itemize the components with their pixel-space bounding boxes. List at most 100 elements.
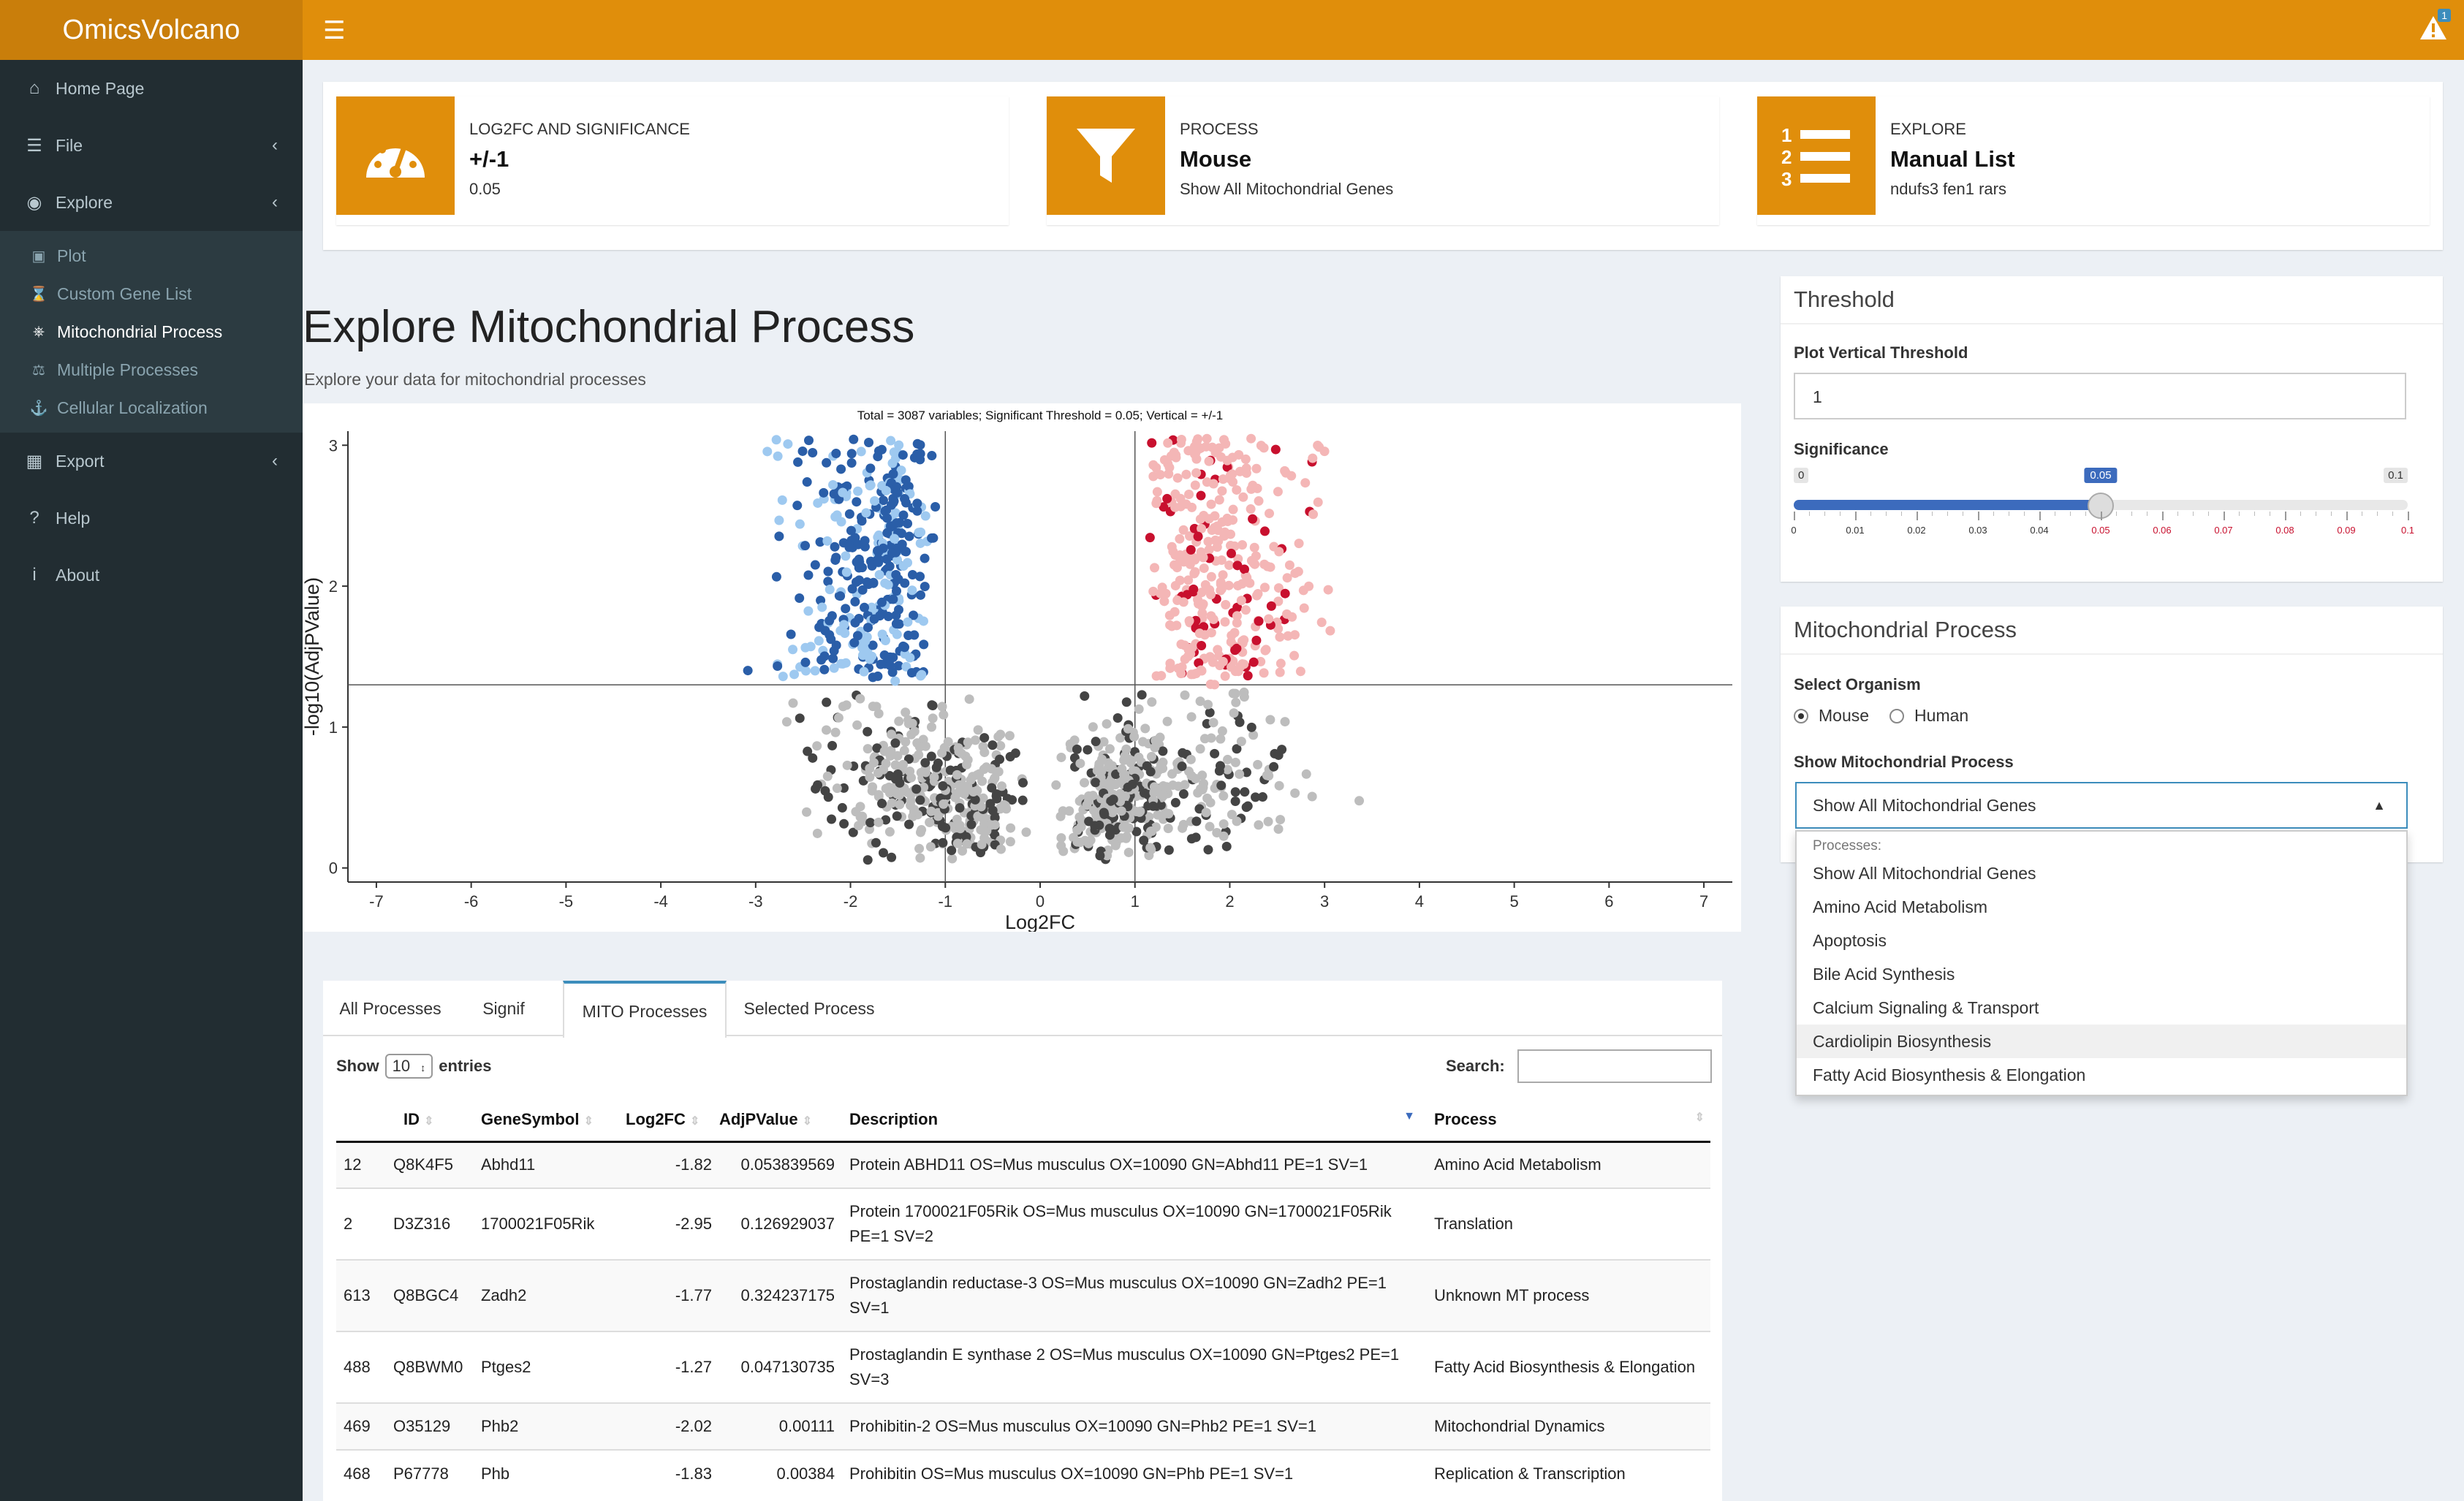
non-significant-point: [830, 727, 841, 737]
slider-tick-label: 0.08: [2275, 525, 2294, 536]
sidebar-item-custom-gene-list[interactable]: ⌛ Custom Gene List: [0, 275, 303, 313]
non-significant-point: [879, 848, 889, 858]
non-significant-point: [1159, 791, 1169, 801]
tab-signif[interactable]: Signif: [482, 999, 525, 1018]
downregulated-point: [903, 519, 913, 529]
process-dropdown[interactable]: Processes: Show All Mitochondrial Genes …: [1795, 830, 2408, 1096]
upregulated-point: [1202, 433, 1212, 444]
non-significant-point: [938, 837, 948, 848]
upregulated-point: [1259, 582, 1270, 593]
sidebar-item-plot[interactable]: ▣ Plot: [0, 237, 303, 275]
non-significant-point: [1108, 794, 1118, 805]
sidebar-item-about[interactable]: i About: [0, 547, 303, 604]
volcano-plot-svg[interactable]: Total = 3087 variables; Significant Thre…: [301, 403, 1741, 933]
non-significant-point: [1248, 730, 1259, 740]
dropdown-option[interactable]: Amino Acid Metabolism: [1813, 897, 1988, 916]
table-row[interactable]: 12 Q8K4F5 Abhd11 -1.82 0.053839569 Protein AB…: [336, 1141, 1710, 1188]
entries-select[interactable]: 10 ↕: [384, 1054, 433, 1079]
downregulated-point: [898, 561, 909, 571]
column-header-process[interactable]: Process ⇕: [1427, 1099, 1710, 1143]
upregulated-point: [1304, 581, 1314, 591]
non-significant-point: [996, 781, 1007, 791]
sidebar-item-home[interactable]: ⌂ Home Page: [0, 60, 303, 117]
dropdown-option[interactable]: Cardiolipin Biosynthesis: [1797, 1025, 2406, 1058]
column-header-description[interactable]: Description ▼: [842, 1099, 1427, 1143]
sidebar-item-mitochondrial-process[interactable]: ⎈ Mitochondrial Process: [0, 313, 303, 351]
non-significant-point: [1103, 762, 1113, 772]
tab-selected-process[interactable]: Selected Process: [743, 999, 875, 1018]
non-significant-point: [920, 758, 930, 768]
table-row[interactable]: 468 P67778 Phb -1.83 0.00384 Prohibitin OS=Mu…: [336, 1449, 1710, 1497]
downregulated-point: [903, 617, 913, 627]
dropdown-option[interactable]: Apoptosis: [1813, 931, 1887, 950]
sidebar-item-export[interactable]: ▦ Export ‹: [0, 433, 303, 490]
non-significant-point: [1160, 809, 1170, 819]
dropdown-option[interactable]: Calcium Signaling & Transport: [1813, 998, 2039, 1017]
non-significant-point: [879, 746, 890, 756]
column-header-adjpvalue[interactable]: AdjPValue ⇕: [719, 1099, 842, 1143]
vertical-threshold-input[interactable]: 1: [1794, 373, 2406, 419]
non-significant-point: [1269, 761, 1279, 772]
upregulated-point: [1172, 473, 1183, 483]
radio-human[interactable]: [1889, 708, 1905, 723]
sidebar-item-cellular-localization[interactable]: ⚓ Cellular Localization: [0, 389, 303, 427]
sidebar-item-file[interactable]: ☰ File ‹: [0, 117, 303, 174]
table-row[interactable]: 488 Q8BWM0 Ptges2 -1.27 0.047130735 Prostagla…: [336, 1331, 1710, 1403]
significance-slider[interactable]: 0 0.1 0.05 0 0.01 0.02 0.03 0.04 0.05 0.06 0.07…: [1791, 468, 2414, 548]
downregulated-point: [828, 479, 838, 490]
sidebar-item-multiple-processes[interactable]: ⚖ Multiple Processes: [0, 351, 303, 389]
non-significant-point: [1018, 778, 1028, 788]
process-select[interactable]: Show All Mitochondrial Genes ▲: [1795, 782, 2408, 829]
table-search-input[interactable]: [1517, 1049, 1712, 1083]
notification-button[interactable]: 1: [2419, 9, 2451, 42]
upregulated-point: [1210, 511, 1220, 521]
upregulated-point: [1150, 563, 1160, 573]
sidebar: ⌂ Home Page ☰ File ‹ ◉ Explore ‹ ▣ Plot ⌛…: [0, 60, 303, 1501]
non-significant-point: [920, 767, 930, 778]
non-significant-point: [973, 811, 983, 821]
dropdown-option[interactable]: Bile Acid Synthesis: [1813, 965, 1955, 984]
table-row[interactable]: 613 Q8BGC4 Zadh2 -1.77 0.324237175 Prostaglan…: [336, 1259, 1710, 1331]
app-logo[interactable]: OmicsVolcano: [0, 0, 303, 60]
non-significant-point: [1236, 737, 1246, 747]
tab-mito-processes[interactable]: MITO Processes: [563, 981, 727, 1038]
non-significant-point: [855, 694, 865, 704]
table-header-row: ID ⇕ GeneSymbol ⇕ Log2FC ⇕ AdjPValue ⇕ D…: [336, 1099, 1710, 1143]
column-header[interactable]: [336, 1099, 386, 1143]
table-row[interactable]: 469 O35129 Phb2 -2.02 0.00111 Prohibitin-2 OS…: [336, 1402, 1710, 1450]
non-significant-point: [1246, 722, 1256, 732]
upregulated-point: [1273, 487, 1283, 497]
column-header-genesymbol[interactable]: GeneSymbol ⇕: [474, 1099, 626, 1143]
upregulated-point: [1190, 567, 1200, 577]
non-significant-point: [1097, 754, 1107, 764]
column-header-id[interactable]: ID ⇕: [386, 1099, 474, 1143]
info-box-value: Manual List: [1890, 146, 2015, 172]
slider-minor-tick: [2331, 512, 2332, 516]
non-significant-point: [892, 811, 902, 821]
non-significant-point: [1134, 704, 1144, 714]
slider-minor-tick: [2070, 512, 2071, 516]
downregulated-point: [793, 457, 803, 467]
sidebar-toggle-icon[interactable]: ☰: [323, 17, 346, 45]
upregulated-point: [1189, 584, 1199, 594]
non-significant-point: [822, 697, 832, 707]
slider-minor-tick: [2131, 512, 2132, 516]
table-cell: Fatty Acid Biosynthesis & Elongation: [1427, 1331, 1710, 1403]
volcano-plot[interactable]: Total = 3087 variables; Significant Thre…: [301, 403, 1741, 933]
sidebar-item-explore[interactable]: ◉ Explore ‹: [0, 174, 303, 231]
non-significant-point: [914, 750, 924, 760]
sidebar-item-help[interactable]: ? Help: [0, 490, 303, 547]
upregulated-point: [1290, 568, 1300, 578]
dropdown-option[interactable]: Fatty Acid Biosynthesis & Elongation: [1813, 1065, 2086, 1084]
tab-all-processes[interactable]: All Processes: [339, 999, 441, 1018]
dropdown-option[interactable]: Show All Mitochondrial Genes: [1813, 864, 2036, 883]
non-significant-point: [1140, 723, 1151, 734]
radio-mouse[interactable]: [1794, 708, 1808, 723]
downregulated-point: [805, 642, 816, 652]
downregulated-point: [857, 585, 868, 595]
table-row[interactable]: 2 D3Z316 1700021F05Rik -2.95 0.126929037 Prot…: [336, 1188, 1710, 1260]
column-header-log2fc[interactable]: Log2FC ⇕: [626, 1099, 719, 1143]
threshold-panel: Threshold Plot Vertical Threshold 1 Sign…: [1781, 276, 2443, 582]
non-significant-point: [1074, 812, 1085, 822]
downregulated-point: [795, 593, 805, 604]
